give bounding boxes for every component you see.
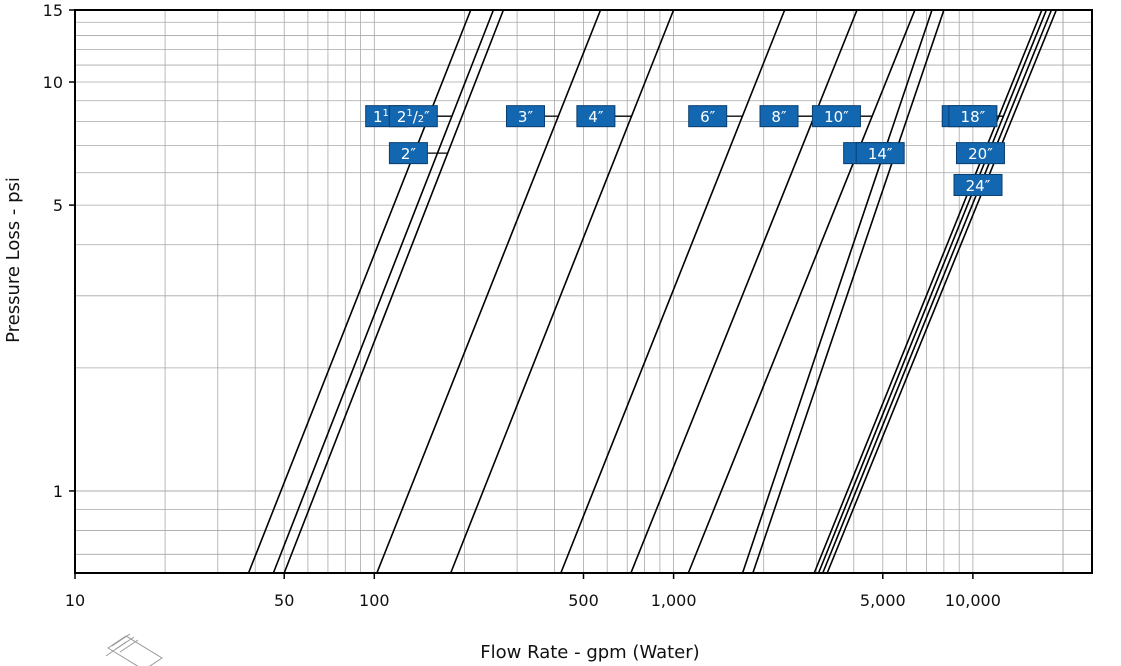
label-box [811,105,861,128]
series-line [813,9,1043,574]
x-tick-label: 100 [359,591,390,610]
x-tick-label: 50 [274,591,294,610]
y-tick-label: 1 [53,482,63,501]
label-box [953,173,1003,196]
x-tick-label: 500 [568,591,599,610]
series-line [272,9,495,574]
label-text: 20″ [968,145,993,163]
label-text: 6″ [700,108,716,126]
series-line [560,9,786,574]
series-label: 18″ [948,105,1004,128]
series-line [752,9,945,574]
label-text: 8″ [771,108,787,126]
series-line [376,9,602,574]
pipe-logo-icon [105,633,163,666]
series-label: 14″ [855,142,905,165]
series-label: 21/2″ [388,105,452,128]
series-label: 20″ [955,142,1005,165]
series-lines [247,9,1058,574]
label-text: 3″ [518,108,534,126]
label-box [955,142,1005,165]
series-label: 4″ [576,105,632,128]
x-tick-label: 5,000 [860,591,906,610]
y-tick-label: 15 [43,1,63,20]
label-box [688,105,728,128]
label-box [855,142,905,165]
series-labels: 11/221/2″2″3″4″6″8″10″12″14″16″18″20″24″ [365,105,1005,196]
series-line [449,9,675,574]
series-label: 8″ [759,105,815,128]
label-box [948,105,998,128]
series-label: 10″ [811,105,873,128]
label-text: 18″ [961,108,986,126]
series-line [283,9,505,574]
label-text: 2″ [401,145,417,163]
grid [75,9,1092,573]
series-line [822,9,1053,574]
label-text: 14″ [868,145,893,163]
label-box [388,142,428,165]
series-line [630,9,858,574]
series-label: 3″ [505,105,559,128]
series-label: 24″ [953,173,1003,196]
label-text: 10″ [824,108,849,126]
x-tick-labels: 10 50 100 500 1,000 5,000 10,000 [65,573,1001,610]
x-tick-label: 10 [65,591,85,610]
series-line [817,9,1048,574]
x-tick-label: 10,000 [945,591,1001,610]
label-box [759,105,799,128]
series-line [826,9,1058,574]
label-text: 21/2″ [397,108,430,126]
label-box [388,105,438,128]
y-tick-label: 10 [43,73,63,92]
x-axis-title: Flow Rate - gpm (Water) [480,642,699,663]
series-label: 2″ [388,142,448,165]
label-text: 24″ [966,177,991,195]
series-line [741,9,933,574]
series-line [687,9,916,574]
series-line [247,9,472,574]
label-box [576,105,616,128]
x-tick-label: 1,000 [651,591,697,610]
series-label: 6″ [688,105,743,128]
label-text: 4″ [588,108,604,126]
label-box [505,105,545,128]
y-tick-label: 5 [53,196,63,215]
y-axis-title: Pressure Loss - psi [3,177,24,343]
